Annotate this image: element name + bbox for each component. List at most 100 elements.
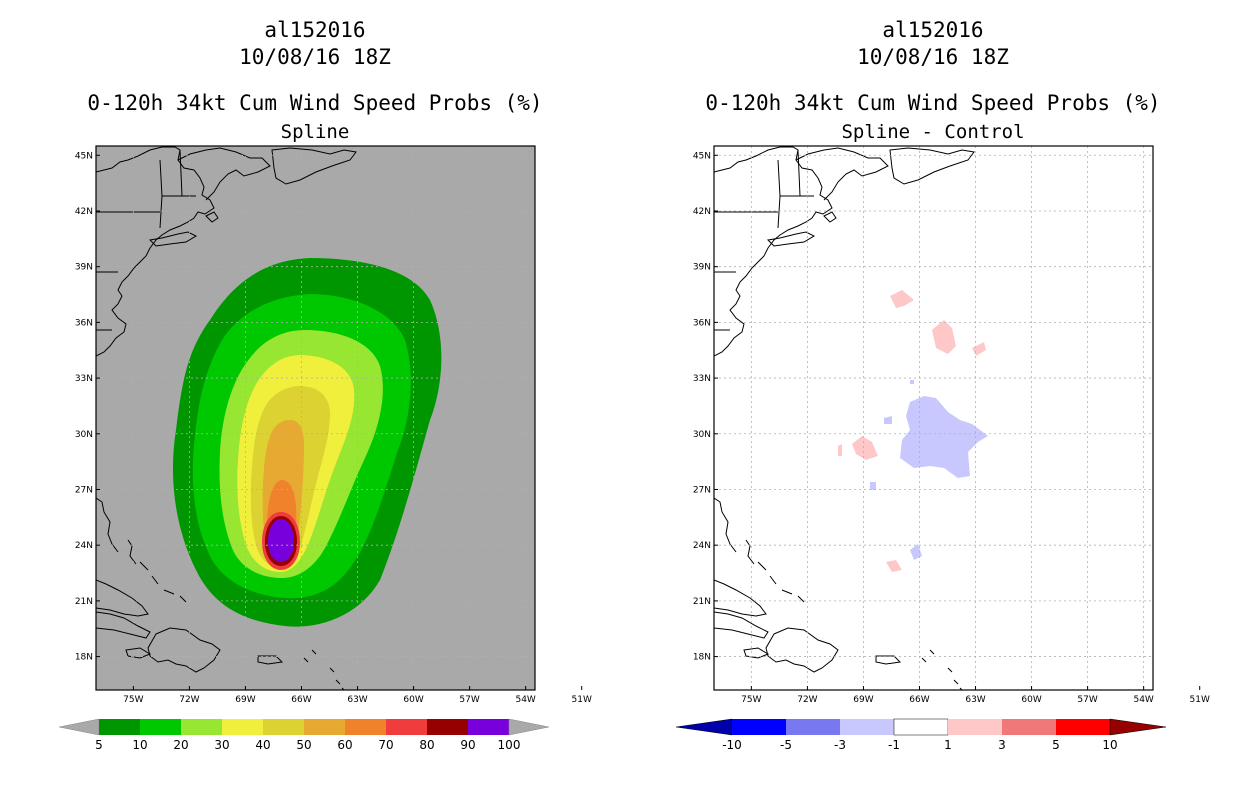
colorbar-label: -1 [888, 738, 900, 752]
colorbar-label: 20 [173, 738, 188, 752]
y-tick-label: 27N [693, 485, 711, 495]
colorbar-label: -5 [780, 738, 792, 752]
y-tick-label: 33N [693, 374, 711, 384]
right-colorbar: -10 -5 -3 -1 1 3 5 10 [675, 718, 1167, 752]
colorbar-label: 10 [1102, 738, 1117, 752]
diff-pos-6 [838, 444, 842, 456]
colorbar-swatch [840, 719, 894, 735]
right-storm-id: al152016 [882, 18, 984, 42]
diff-neg-1 [900, 396, 988, 478]
colorbar-label: 50 [296, 738, 311, 752]
x-tick-label: 54W [515, 695, 535, 705]
left-map: 75W 72W 69W 66W 63W 60W 57W 54W 51W 18N 21N 24N 27N 3… [75, 145, 592, 705]
right-map: 75W 72W 69W 66W 63W 60W 57W 54W 51W 18N 21N 24N 27N 3… [693, 145, 1210, 705]
y-tick-label: 33N [75, 374, 93, 384]
y-tick-label: 45N [693, 151, 711, 161]
colorbar-label: -10 [722, 738, 742, 752]
colorbar-swatch [1056, 719, 1110, 735]
right-product-title: 0-120h 34kt Cum Wind Speed Probs (%) [705, 91, 1161, 115]
y-tick-label: 39N [75, 263, 93, 273]
colorbar-label: -3 [834, 738, 846, 752]
colorbar-label: 60 [337, 738, 352, 752]
right-panel-label: Spline - Control [841, 121, 1025, 143]
colorbar-swatch [948, 719, 1002, 735]
x-tick-label: 51W [1190, 695, 1210, 705]
contour-90 [268, 519, 294, 562]
left-map-frame [95, 145, 536, 691]
x-tick-label: 69W [235, 695, 255, 705]
x-tick-label: 75W [741, 695, 761, 705]
right-axis-ticks: 75W 72W 69W 66W 63W 60W 57W 54W 51W 18N 21N 24N 27N 3… [693, 151, 1210, 705]
left-storm-id: al152016 [264, 18, 366, 42]
x-tick-label: 72W [797, 695, 817, 705]
diff-neg-4 [870, 482, 876, 490]
colorbar-label: 70 [378, 738, 393, 752]
y-tick-label: 39N [693, 263, 711, 273]
right-diff-contours [714, 146, 988, 690]
x-tick-label: 75W [123, 695, 143, 705]
colorbar-swatch [222, 719, 263, 735]
right-datetime: 10/08/16 18Z [857, 45, 1009, 69]
left-axis-ticks: 75W 72W 69W 66W 63W 60W 57W 54W 51W 18N 21N 24N 27N 3… [75, 151, 592, 705]
colorbar-label: 80 [419, 738, 434, 752]
colorbar-swatch [304, 719, 345, 735]
diff-neg-5 [910, 380, 914, 384]
y-tick-label: 42N [693, 207, 711, 217]
colorbar-label: 100 [498, 738, 521, 752]
colorbar-swatch [386, 719, 427, 735]
y-tick-label: 24N [75, 541, 93, 551]
colorbar-swatch [786, 719, 840, 735]
x-tick-label: 63W [965, 695, 985, 705]
y-tick-label: 36N [693, 318, 711, 328]
left-panel-label: Spline [280, 121, 350, 143]
colorbar-low-arrow [675, 718, 733, 736]
colorbar-label: 5 [95, 738, 103, 752]
colorbar-swatch [181, 719, 222, 735]
y-tick-label: 45N [75, 151, 93, 161]
diff-pos-2 [932, 320, 956, 354]
y-tick-label: 27N [75, 485, 93, 495]
y-tick-label: 18N [75, 653, 93, 663]
colorbar-label: 3 [998, 738, 1006, 752]
colorbar-swatch [263, 719, 304, 735]
diff-pos-1 [890, 290, 914, 308]
left-product-title: 0-120h 34kt Cum Wind Speed Probs (%) [87, 91, 543, 115]
colorbar-swatch [140, 719, 181, 735]
colorbar-swatch [732, 719, 786, 735]
x-tick-label: 60W [1021, 695, 1041, 705]
x-tick-label: 63W [347, 695, 367, 705]
colorbar-label: 10 [132, 738, 147, 752]
x-tick-label: 54W [1133, 695, 1153, 705]
colorbar-high-arrow [1109, 718, 1167, 736]
y-tick-label: 18N [693, 653, 711, 663]
x-tick-label: 57W [1077, 695, 1097, 705]
right-gridlines [714, 146, 1153, 690]
x-tick-label: 57W [459, 695, 479, 705]
left-gridlines [96, 146, 535, 690]
colorbar-label: 1 [944, 738, 952, 752]
right-map-frame [713, 145, 1154, 691]
y-tick-label: 21N [75, 597, 93, 607]
x-tick-label: 66W [291, 695, 311, 705]
left-datetime: 10/08/16 18Z [239, 45, 391, 69]
colorbar-swatch [99, 719, 140, 735]
colorbar-swatch [468, 719, 509, 735]
x-tick-label: 60W [403, 695, 423, 705]
colorbar-swatch [427, 719, 468, 735]
y-tick-label: 30N [693, 430, 711, 440]
y-tick-label: 36N [75, 318, 93, 328]
x-tick-label: 51W [572, 695, 592, 705]
left-colorbar: 5 10 20 30 40 50 60 70 80 90 100 [58, 718, 550, 752]
x-tick-label: 66W [909, 695, 929, 705]
colorbar-swatch [1002, 719, 1056, 735]
colorbar-label: 40 [255, 738, 270, 752]
diff-neg-3 [910, 544, 922, 560]
colorbar-low-arrow [58, 718, 100, 736]
y-tick-label: 24N [693, 541, 711, 551]
colorbar-swatch [893, 718, 949, 736]
y-tick-label: 30N [75, 430, 93, 440]
colorbar-high-arrow [508, 718, 550, 736]
diff-neg-2 [884, 416, 892, 424]
y-tick-label: 21N [693, 597, 711, 607]
